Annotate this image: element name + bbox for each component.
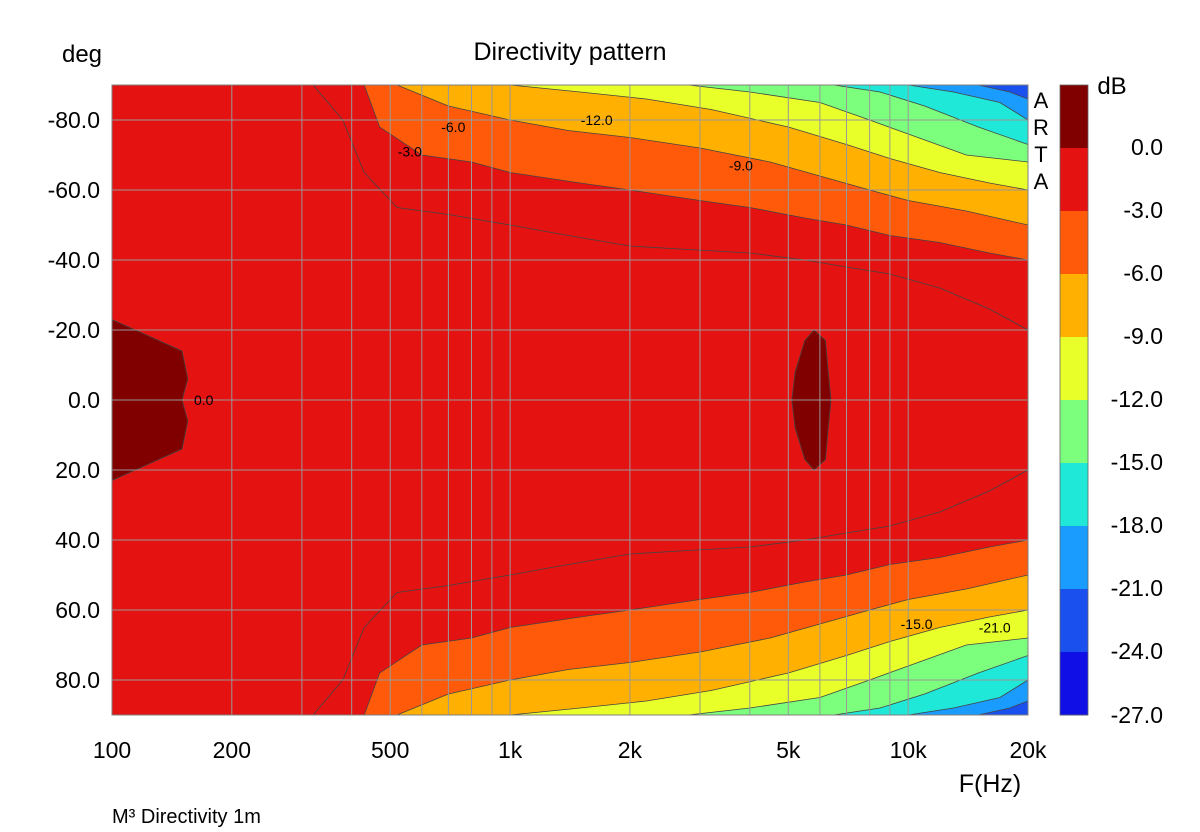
colorbar-label: -3.0: [1123, 197, 1163, 223]
watermark-letter: R: [1033, 115, 1049, 140]
contour-labels: -6.0 -3.0 -12.0 -9.0 0.0 -15.0 -21.0: [194, 112, 1011, 636]
colorbar-swatch: [1060, 211, 1088, 275]
chart-title: Directivity pattern: [473, 38, 666, 66]
colorbar-label: -21.0: [1111, 575, 1163, 601]
contour-label: -6.0: [441, 119, 465, 135]
plot-frame: [111, 84, 1029, 716]
x-tick-label: 100: [93, 737, 131, 763]
contour-label: -12.0: [581, 112, 613, 128]
y-tick-label: 40.0: [55, 527, 100, 553]
colorbar-label: -15.0: [1111, 449, 1163, 475]
contour-label: -9.0: [729, 158, 753, 174]
colorbar-swatch: [1060, 148, 1088, 212]
colorbar-swatch: [1060, 652, 1088, 716]
x-tick-label: 200: [213, 737, 251, 763]
x-tick-label: 20k: [1009, 737, 1047, 763]
colorbar-swatch: [1060, 526, 1088, 590]
colorbar-swatch: [1060, 463, 1088, 527]
colorbar-swatch: [1060, 589, 1088, 653]
colorbar-frame: [1059, 84, 1089, 716]
colorbar-label: -24.0: [1111, 638, 1163, 664]
x-tick-label: 500: [371, 737, 409, 763]
y-axis-unit: deg: [62, 41, 102, 68]
watermark-letter: T: [1034, 142, 1047, 167]
y-tick-label: 20.0: [55, 457, 100, 483]
y-tick-label: -60.0: [48, 177, 100, 203]
y-tick-label: 0.0: [68, 387, 100, 413]
x-axis-label: F(Hz): [959, 770, 1021, 798]
band-upper--24: [978, 85, 1028, 100]
colorbar-label: -12.0: [1111, 386, 1163, 412]
x-tick-label: 10k: [890, 737, 928, 763]
band-lower--21: [908, 679, 1028, 715]
colorbar-label: -18.0: [1111, 512, 1163, 538]
colorbar-swatch: [1060, 337, 1088, 401]
colorbar-swatch: [1060, 274, 1088, 338]
y-tick-label: -20.0: [48, 317, 100, 343]
contour-label: -3.0: [398, 144, 422, 160]
band-lower--24: [978, 700, 1028, 715]
band-lower--18: [833, 655, 1028, 715]
x-axis-ticks: 100 200 500 1k 2k 5k 10k 20k: [93, 737, 1047, 763]
contour-label: 0.0: [194, 392, 214, 408]
colorbar-label: -6.0: [1123, 260, 1163, 286]
x-tick-label: 5k: [776, 737, 801, 763]
y-tick-label: -40.0: [48, 247, 100, 273]
contour-label: -15.0: [901, 616, 933, 632]
band-upper--21: [908, 85, 1028, 121]
y-tick-label: 80.0: [55, 667, 100, 693]
x-tick-label: 2k: [618, 737, 643, 763]
watermark-letter: A: [1034, 169, 1049, 194]
colorbar-unit: dB: [1097, 73, 1126, 100]
colorbar-swatch: [1060, 400, 1088, 464]
x-tick-label: 1k: [498, 737, 523, 763]
colorbar-label: 0.0: [1131, 134, 1163, 160]
y-tick-label: 60.0: [55, 597, 100, 623]
colorbar-label: -9.0: [1123, 323, 1163, 349]
colorbar-swatch: [1060, 85, 1088, 149]
band-upper--18: [833, 85, 1028, 145]
colorbar: 0.0 -3.0 -6.0 -9.0 -12.0 -15.0 -18.0 -21.0 -24.0…: [1059, 84, 1163, 728]
footer-note: M³ Directivity 1m: [112, 806, 261, 828]
watermark-letter: A: [1034, 88, 1049, 113]
contour-label: -21.0: [979, 620, 1011, 636]
colorbar-label: -27.0: [1111, 702, 1163, 728]
y-axis-ticks: -80.0 -60.0 -40.0 -20.0 0.0 20.0 40.0 60.0 80.0: [48, 107, 100, 693]
y-tick-label: -80.0: [48, 107, 100, 133]
